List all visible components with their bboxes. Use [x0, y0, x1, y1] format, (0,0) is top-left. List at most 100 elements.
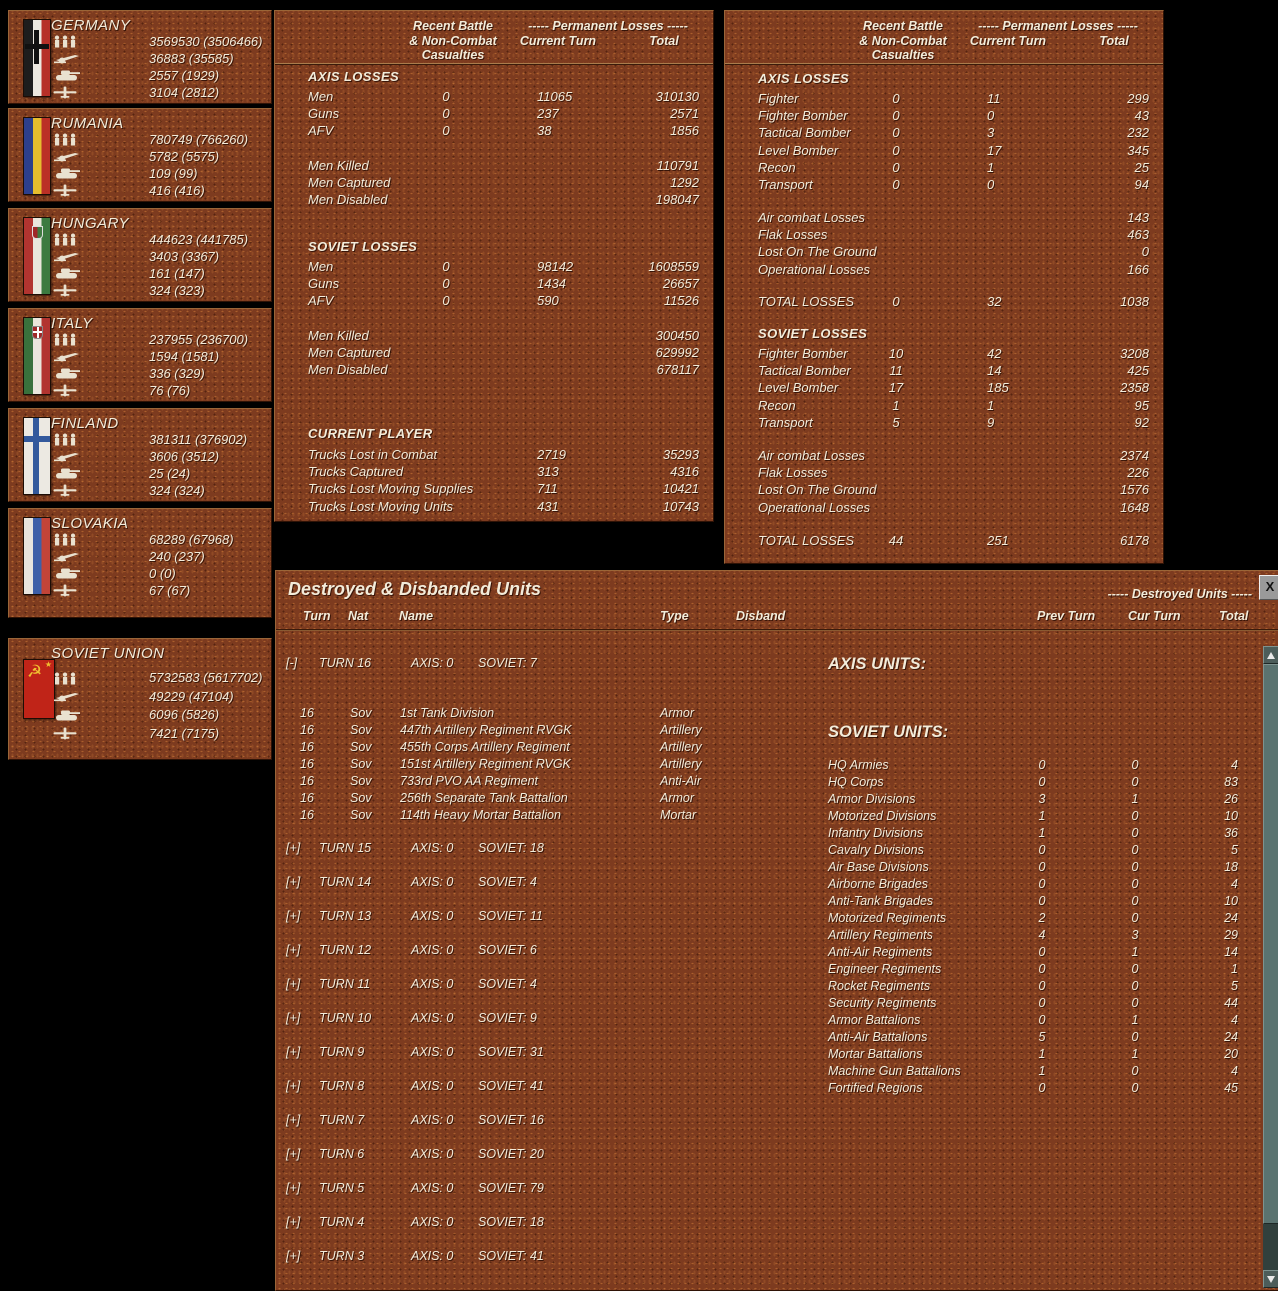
gun-icon	[53, 248, 81, 265]
soviet-count: SOVIET: 7	[478, 656, 537, 670]
air-loss-row: Transport 0 0 94	[758, 176, 1149, 192]
col-nat: Nat	[348, 609, 369, 623]
loss-detail-row: Men Killed 110791	[308, 158, 699, 173]
axis-count: AXIS: 0	[411, 1249, 454, 1263]
expand-toggle[interactable]: [+]	[286, 1113, 301, 1127]
collapse-toggle[interactable]: [-]	[286, 656, 298, 670]
axis-units-title: AXIS UNITS:	[828, 655, 927, 673]
turn-label: TURN 14	[319, 875, 372, 889]
expand-toggle[interactable]: [+]	[286, 875, 301, 889]
expand-toggle[interactable]: [+]	[286, 1215, 301, 1229]
loss-detail-row: Men Captured 629992	[308, 345, 699, 361]
air-losses-value: 324 (324)	[149, 483, 205, 498]
turn-label: TURN 13	[319, 909, 372, 923]
expand-toggle[interactable]: [+]	[286, 943, 301, 957]
unit-summary-row: Machine Gun Battalions 1 0 4	[828, 1064, 1238, 1078]
air-loss-detail-row: Lost On The Ground 0	[758, 244, 1149, 260]
turn-group[interactable]: [+] TURN 10 AXIS: 0 SOVIET: 9	[276, 1011, 1254, 1045]
turn-group[interactable]: [+] TURN 7 AXIS: 0 SOVIET: 16	[276, 1113, 1254, 1147]
unit-summary-row: Air Base Divisions 0 0 18	[828, 860, 1238, 874]
men-losses-value: 68289 (67968)	[149, 532, 234, 547]
soviet-count: SOVIET: 4	[478, 875, 537, 889]
scroll-up-icon[interactable]	[1263, 646, 1278, 664]
turn-label: TURN 9	[319, 1045, 365, 1059]
air-loss-row: Fighter 0 11 299	[758, 91, 1149, 106]
turn-group[interactable]: [+] TURN 8 AXIS: 0 SOVIET: 41	[276, 1079, 1254, 1113]
air-loss-row: Fighter Bomber 0 0 43	[758, 108, 1149, 124]
destroyed-unit-row: 16 Sov 1st Tank Division Armor	[300, 706, 695, 720]
expand-toggle[interactable]: [+]	[286, 1249, 301, 1263]
turn-group[interactable]: [+] TURN 5 AXIS: 0 SOVIET: 79	[276, 1181, 1254, 1215]
turn-group[interactable]: [+] TURN 13 AXIS: 0 SOVIET: 11	[276, 909, 1254, 943]
country-name: FINLAND	[51, 415, 119, 432]
men-icon	[53, 431, 81, 448]
turn-group[interactable]: [+] TURN 11 AXIS: 0 SOVIET: 4	[276, 977, 1254, 1011]
unit-summary-row: Security Regiments 0 0 44	[828, 996, 1238, 1010]
gun-losses-value: 49229 (47104)	[149, 688, 234, 704]
plane-icon	[53, 182, 81, 199]
truck-loss-row: Trucks Captured 313 4316	[308, 464, 699, 480]
destroyed-units-label: ----- Destroyed Units -----	[1107, 587, 1252, 601]
col-prev-turn: Prev Turn	[1037, 609, 1096, 623]
tank-icon	[53, 565, 81, 582]
loss-values: 68289 (67968) 240 (237) 0 (0) 67 (67)	[149, 531, 234, 599]
country-flag-icon	[23, 317, 51, 395]
tank-icon	[53, 465, 81, 482]
country-name: SLOVAKIA	[51, 515, 129, 532]
turn-group[interactable]: [+] TURN 4 AXIS: 0 SOVIET: 18	[276, 1215, 1254, 1249]
turn-group[interactable]: [+] TURN 6 AXIS: 0 SOVIET: 20	[276, 1147, 1254, 1181]
turn-group[interactable]: [+] TURN 14 AXIS: 0 SOVIET: 4	[276, 875, 1254, 909]
soviet-count: SOVIET: 18	[478, 841, 544, 855]
expand-toggle[interactable]: [+]	[286, 1011, 301, 1025]
country-flag-icon	[23, 117, 51, 195]
loss-row: Men 0 11065 310130	[308, 89, 699, 104]
air-losses-table-header: Recent Battle & Non-Combat Casualties --…	[725, 11, 1163, 64]
scroll-down-icon[interactable]	[1263, 1270, 1278, 1288]
turn-group[interactable]: [+] TURN 15 AXIS: 0 SOVIET: 18	[276, 841, 1254, 875]
expand-toggle[interactable]: [+]	[286, 909, 301, 923]
plane-icon	[53, 84, 81, 101]
loss-detail-row: Men Killed 300450	[308, 328, 699, 343]
gun-icon	[53, 548, 81, 565]
expand-toggle[interactable]: [+]	[286, 1045, 301, 1059]
axis-count: AXIS: 0	[411, 1113, 454, 1127]
country-flag-icon	[23, 417, 51, 495]
men-icon	[53, 131, 81, 148]
turn-group[interactable]: [+] TURN 12 AXIS: 0 SOVIET: 6	[276, 943, 1254, 977]
soviet-count: SOVIET: 4	[478, 977, 537, 991]
destroyed-unit-row: 16 Sov 733rd PVO AA Regiment Anti-Air	[300, 774, 701, 788]
plane-icon	[53, 725, 81, 744]
air-loss-row: Recon 1 1 95	[758, 397, 1149, 413]
country-panel: SOVIET UNION 5732583 (5617702) 49229 (47…	[8, 638, 272, 760]
unit-summary-row: HQ Corps 0 0 83	[828, 775, 1238, 789]
loss-values: 237955 (236700) 1594 (1581) 336 (329) 76…	[149, 331, 248, 399]
country-flag-icon	[23, 19, 51, 97]
close-button[interactable]: X	[1259, 575, 1278, 600]
soviet-count: SOVIET: 11	[478, 909, 543, 923]
loss-detail-row: Men Disabled 678117	[308, 362, 699, 378]
expand-toggle[interactable]: [+]	[286, 841, 301, 855]
scroll-thumb[interactable]	[1263, 664, 1278, 1224]
unit-summary-row: Motorized Divisions 1 0 10	[828, 809, 1238, 823]
expand-toggle[interactable]: [+]	[286, 977, 301, 991]
expand-toggle[interactable]: [+]	[286, 1147, 301, 1161]
air-losses-panel: Recent Battle & Non-Combat Casualties --…	[724, 10, 1164, 564]
soviet-count: SOVIET: 31	[478, 1045, 544, 1059]
turn-group-16[interactable]: [-] TURN 16 AXIS: 0 SOVIET: 7	[276, 656, 1254, 673]
turn-group[interactable]: [+] TURN 9 AXIS: 0 SOVIET: 31	[276, 1045, 1254, 1079]
afv-losses-value: 2557 (1929)	[149, 68, 220, 83]
soviet-count: SOVIET: 16	[478, 1113, 544, 1127]
air-loss-detail-row: Air combat Losses 143	[758, 210, 1149, 225]
unit-summary-row: Motorized Regiments 2 0 24	[828, 911, 1238, 925]
expand-toggle[interactable]: [+]	[286, 1181, 301, 1195]
ground-losses-panel: Recent Battle & Non-Combat Casualties --…	[274, 10, 714, 522]
expand-toggle[interactable]: [+]	[286, 1079, 301, 1093]
axis-count: AXIS: 0	[411, 1079, 454, 1093]
country-panel: FINLAND 381311 (376902) 3606 (3512) 25	[8, 408, 272, 502]
air-losses-value: 76 (76)	[149, 383, 191, 398]
scrollbar[interactable]	[1263, 646, 1278, 1288]
loss-values: 381311 (376902) 3606 (3512) 25 (24) 324 …	[149, 431, 247, 499]
air-losses-value: 416 (416)	[149, 183, 205, 198]
turn-group[interactable]: [+] TURN 3 AXIS: 0 SOVIET: 41	[276, 1249, 1254, 1283]
loss-category-icons	[53, 231, 81, 299]
